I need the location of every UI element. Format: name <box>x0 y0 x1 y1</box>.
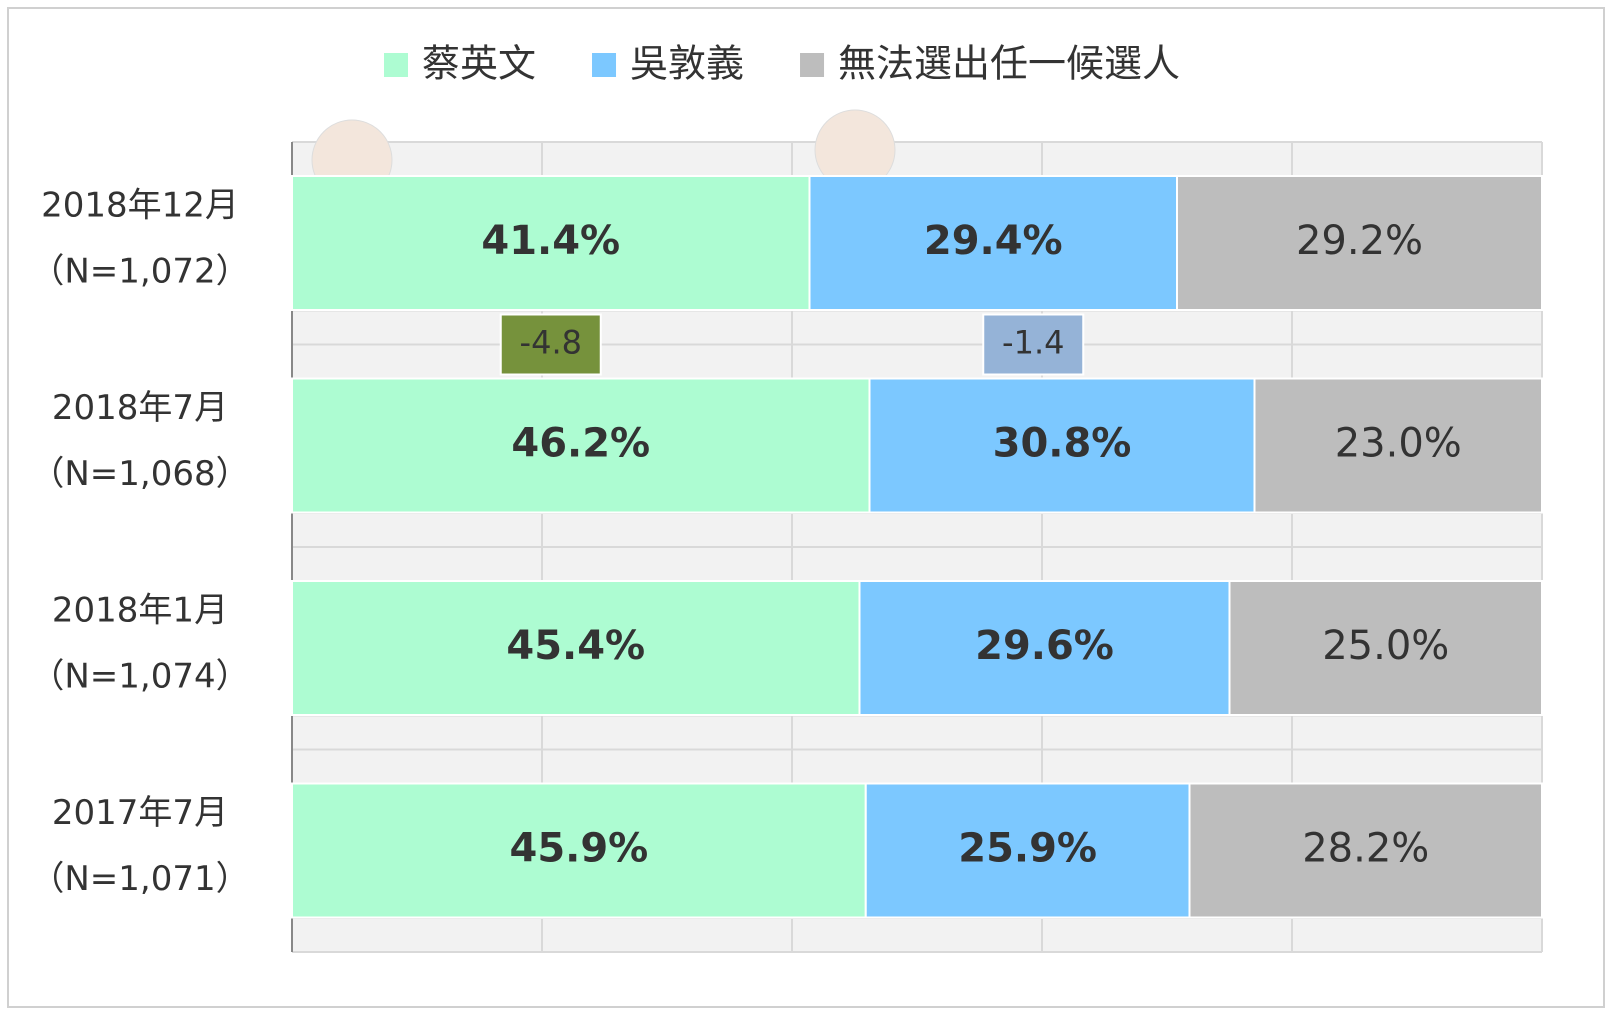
legend-label: 吳敦義 <box>630 42 744 86</box>
change-label: -4.8 <box>520 324 582 362</box>
value-label: 46.2% <box>511 421 650 467</box>
value-label: 25.9% <box>958 826 1097 872</box>
value-label: 25.0% <box>1322 623 1449 669</box>
bar-segment <box>291 782 867 919</box>
legend-swatch <box>384 53 408 77</box>
category-note: （N=1,071） <box>30 859 249 899</box>
category-note: （N=1,068） <box>30 454 249 494</box>
bar-segment <box>291 580 861 716</box>
value-label: 29.2% <box>1296 218 1423 264</box>
bar-segment <box>1253 377 1543 514</box>
value-label: 45.9% <box>509 826 648 872</box>
change-box <box>499 313 602 376</box>
category-note: （N=1,074） <box>30 657 249 697</box>
change-box <box>982 313 1085 376</box>
legend-swatch <box>592 53 617 77</box>
change-label: -1.4 <box>1002 324 1064 362</box>
bar-segment <box>868 377 1256 514</box>
bar-segment <box>808 175 1178 311</box>
category-label: 2018年12月 <box>41 186 239 226</box>
category-label: 2018年1月 <box>52 591 228 631</box>
legend-swatch <box>800 53 825 77</box>
bar-segment <box>864 782 1191 919</box>
category-label: 2018年7月 <box>52 388 228 428</box>
value-label: 29.4% <box>924 218 1063 264</box>
bar-segment <box>1176 175 1543 311</box>
value-label: 29.6% <box>975 623 1114 669</box>
bar-segment <box>291 377 871 514</box>
bar-segment <box>858 580 1231 716</box>
value-label: 41.4% <box>481 218 620 264</box>
legend-label: 蔡英文 <box>422 42 536 86</box>
value-label: 23.0% <box>1335 421 1462 467</box>
bar-segment <box>1188 782 1543 919</box>
legend-label: 無法選出任一候選人 <box>838 42 1180 86</box>
bar-segment <box>291 175 811 311</box>
bar-segment <box>1228 580 1543 716</box>
value-label: 28.2% <box>1302 826 1429 872</box>
category-label: 2017年7月 <box>52 793 228 833</box>
category-note: （N=1,072） <box>30 252 249 292</box>
value-label: 45.4% <box>506 623 645 669</box>
value-label: 30.8% <box>993 421 1132 467</box>
